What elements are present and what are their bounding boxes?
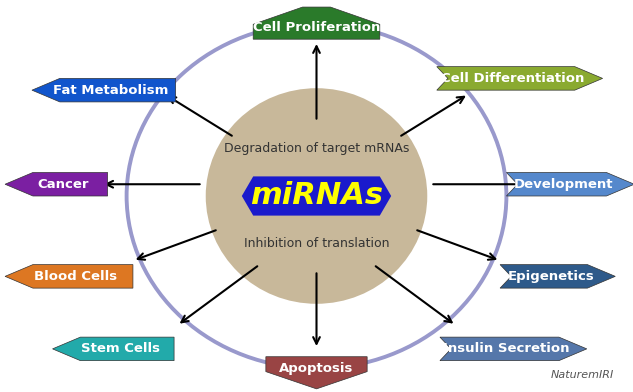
Polygon shape (32, 78, 175, 102)
Polygon shape (266, 357, 367, 389)
Text: Blood Cells: Blood Cells (34, 270, 118, 283)
Polygon shape (437, 67, 603, 90)
Polygon shape (253, 7, 380, 39)
Text: Epigenetics: Epigenetics (507, 270, 594, 283)
Text: NaturemIRI: NaturemIRI (551, 370, 614, 380)
Polygon shape (506, 172, 633, 196)
Text: Apoptosis: Apoptosis (279, 362, 354, 375)
Text: Cell Proliferation: Cell Proliferation (253, 21, 380, 34)
Text: Stem Cells: Stem Cells (81, 342, 160, 356)
Ellipse shape (206, 88, 427, 304)
Text: Cell Differentiation: Cell Differentiation (441, 72, 584, 85)
Polygon shape (440, 337, 587, 361)
Text: Degradation of target mRNAs: Degradation of target mRNAs (224, 142, 409, 156)
Text: Insulin Secretion: Insulin Secretion (443, 342, 570, 356)
Text: Development: Development (513, 178, 613, 191)
Text: Fat Metabolism: Fat Metabolism (53, 83, 168, 97)
Polygon shape (5, 265, 133, 288)
Polygon shape (5, 172, 108, 196)
Text: Cancer: Cancer (37, 178, 89, 191)
Polygon shape (242, 176, 391, 216)
Polygon shape (53, 337, 174, 361)
Polygon shape (500, 265, 615, 288)
Text: Inhibition of translation: Inhibition of translation (244, 236, 389, 250)
Text: miRNAs: miRNAs (250, 181, 383, 211)
